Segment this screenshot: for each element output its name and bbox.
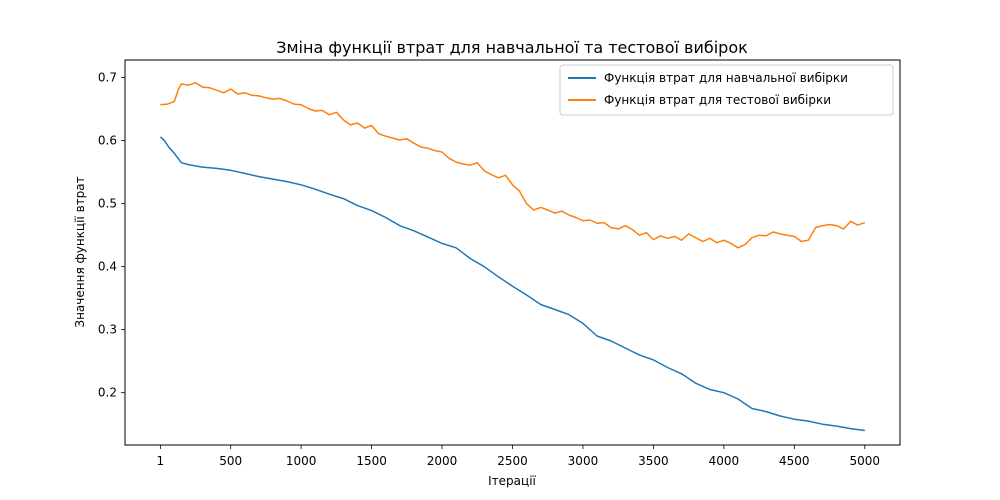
legend-label-1: Функція втрат для навчальної вибірки (604, 71, 848, 85)
y-tick-label: 0.7 (98, 71, 117, 85)
series-line-2 (160, 81, 866, 249)
legend-label-2: Функція втрат для тестової вибірки (604, 93, 831, 107)
x-tick-label: 1000 (286, 454, 317, 468)
x-tick-label: 2500 (497, 454, 528, 468)
series-line-1 (159, 136, 865, 432)
y-axis-label: Значення функції втрат (73, 176, 87, 327)
x-tick-label: 500 (219, 454, 242, 468)
chart-title: Зміна функції втрат для навчальної та те… (276, 38, 748, 57)
x-tick-label: 5000 (849, 454, 880, 468)
x-tick-label: 1 (157, 454, 165, 468)
x-axis-label: Ітерації (488, 474, 536, 488)
y-tick-label: 0.6 (98, 134, 117, 148)
legend-box (559, 64, 894, 116)
y-tick-label: 0.3 (98, 323, 117, 337)
y-axis: 0.2 0.3 0.4 0.5 0.6 0.7 (98, 71, 125, 400)
y-tick-label: 0.2 (98, 386, 117, 400)
x-tick-label: 3500 (638, 454, 669, 468)
y-tick-label: 0.5 (98, 197, 117, 211)
x-tick-label: 4000 (709, 454, 740, 468)
x-tick-label: 2000 (427, 454, 458, 468)
x-axis: 1 500 1000 1500 2000 2500 3000 3500 4000 4500 5000 (157, 445, 880, 468)
y-tick-label: 0.4 (98, 260, 117, 274)
series-layer (159, 81, 866, 432)
x-tick-label: 4500 (779, 454, 810, 468)
x-tick-label: 3000 (568, 454, 599, 468)
legend: Функція втрат для навчальної вибірки Функ… (559, 64, 894, 116)
x-tick-label: 1500 (356, 454, 387, 468)
